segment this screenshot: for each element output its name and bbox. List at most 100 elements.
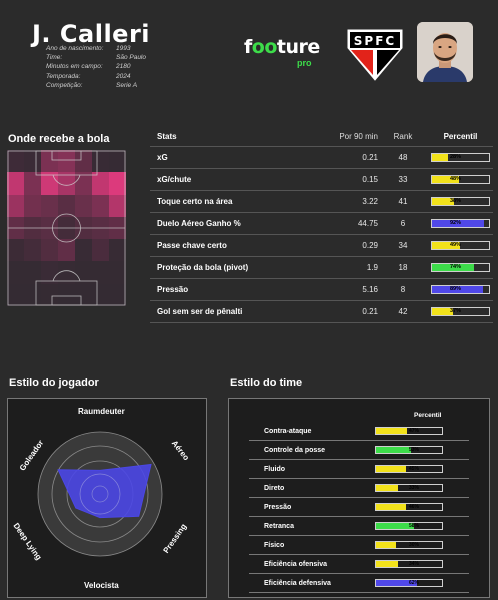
team-percentile-label: 30%: [409, 542, 420, 548]
team-percentile-label: 62%: [409, 580, 420, 586]
heatmap-cell: [109, 283, 126, 306]
stat-rank: 18: [398, 263, 408, 272]
stat-name: xG: [157, 153, 168, 162]
info-minutes: Minutos em campo: 2180: [46, 63, 131, 71]
stat-per90: 0.21: [362, 307, 378, 316]
stat-per90: 1.9: [366, 263, 378, 272]
team-percentile-label: 47%: [409, 428, 420, 434]
stats-row: xG 0.21 48 28%: [150, 147, 493, 169]
team-percentile-label: 46%: [409, 504, 420, 510]
radar-shape: [57, 463, 152, 519]
team-percentile-label: 34%: [409, 561, 420, 567]
percentile-bar: 49%: [431, 241, 490, 250]
stat-per90: 3.22: [362, 197, 378, 206]
stats-header: Stats Por 90 min Rank Percentil: [150, 127, 493, 147]
player-info: Ano de nascimento: 1993 Time: São Paulo Mi…: [46, 44, 146, 90]
stats-row: Passe chave certo 0.29 34 49%: [150, 235, 493, 257]
info-birth-year: Ano de nascimento: 1993: [46, 45, 131, 52]
heatmap-cell: [58, 283, 75, 306]
stat-name: Passe chave certo: [157, 241, 227, 250]
player-style-radar: Raumdeuter Aéreo Pressing Velocista Deep…: [7, 398, 207, 598]
footure-logo: footure: [244, 36, 320, 58]
axis-raumdeuter: Raumdeuter: [78, 407, 125, 416]
team-style-row: Eficiência ofensiva 34%: [249, 555, 469, 574]
stat-percentile: 28%: [428, 153, 493, 162]
heatmap-cell: [92, 239, 109, 262]
heatmap: [7, 150, 126, 306]
team-percentile-bar: 34%: [375, 560, 443, 568]
heatmap-cell: [7, 194, 24, 217]
team-style-title: Estilo do time: [230, 377, 303, 389]
stat-name: Gol sem ser de pênalti: [157, 307, 243, 316]
heatmap-cell: [58, 150, 75, 173]
heatmap-cell: [58, 261, 75, 284]
team-style-name: Eficiência defensiva: [264, 579, 331, 587]
team-percentile-label: 58%: [409, 523, 420, 529]
percentile-fill: [432, 220, 485, 227]
team-percentile-bar: 45%: [375, 465, 443, 473]
player-name: J. Calleri: [32, 20, 151, 48]
header-percentile: Percentil: [443, 132, 478, 141]
heatmap-cell: [24, 239, 41, 262]
stat-per90: 0.15: [362, 175, 378, 184]
team-percentile-fill: [376, 428, 408, 434]
percentile-fill: [432, 154, 448, 161]
heatmap-cell: [7, 150, 24, 173]
team-percentile-bar: 47%: [375, 427, 443, 435]
heatmap-cell: [75, 283, 92, 306]
team-style-row: Físico 30%: [249, 536, 469, 555]
heatmap-cell: [75, 239, 92, 262]
stat-rank: 41: [398, 197, 408, 206]
stat-per90: 5.16: [362, 285, 378, 294]
percentile-bar: 28%: [431, 153, 490, 162]
heatmap-cell: [75, 150, 92, 173]
team-percentile-fill: [376, 504, 407, 510]
percentile-label: 28%: [450, 154, 462, 160]
stat-name: Pressão: [157, 285, 189, 294]
heatmap-cell: [41, 239, 58, 262]
heatmap-cell: [58, 172, 75, 195]
heatmap-cell: [75, 194, 92, 217]
club-badge-icon: SPFC: [346, 28, 404, 87]
team-percentile-header: Percentil: [414, 412, 442, 419]
team-percentile-bar: 46%: [375, 503, 443, 511]
heatmap-cell: [24, 194, 41, 217]
stat-rank: 42: [398, 307, 408, 316]
axis-velocista: Velocista: [84, 581, 119, 590]
pitch-lines: [7, 150, 126, 306]
heatmap-cell: [41, 283, 58, 306]
team-percentile-fill: [376, 447, 411, 453]
info-team: Time: São Paulo: [46, 54, 146, 62]
team-percentile-bar: 53%: [375, 446, 443, 454]
team-percentile-fill: [376, 580, 417, 586]
team-style-row: Controle da posse 53%: [249, 441, 469, 460]
percentile-fill: [432, 176, 460, 183]
team-percentile-fill: [376, 523, 415, 529]
player-photo: [417, 22, 473, 82]
svg-text:SPFC: SPFC: [354, 34, 396, 48]
percentile-label: 48%: [450, 176, 462, 182]
team-style-row: Pressão 46%: [249, 498, 469, 517]
percentile-label: 89%: [450, 286, 462, 292]
team-percentile-bar: 30%: [375, 541, 443, 549]
heatmap-cell: [41, 150, 58, 173]
team-style-name: Direto: [264, 484, 285, 492]
stat-percentile: 48%: [428, 175, 493, 184]
stat-name: Duelo Aéreo Ganho %: [157, 219, 241, 228]
team-percentile-fill: [376, 485, 398, 491]
team-style-row: Contra-ataque 47%: [249, 422, 469, 441]
team-style-row: Eficiência defensiva 62%: [249, 574, 469, 593]
heatmap-cell: [24, 283, 41, 306]
team-style-name: Eficiência ofensiva: [264, 560, 328, 568]
stat-percentile: 38%: [428, 197, 493, 206]
stats-row: Gol sem ser de pênalti 0.21 42 37%: [150, 301, 493, 323]
percentile-fill: [432, 242, 460, 249]
team-percentile-fill: [376, 542, 396, 548]
heatmap-cell: [41, 194, 58, 217]
percentile-bar: 89%: [431, 285, 490, 294]
percentile-label: 74%: [450, 264, 462, 270]
stat-percentile: 92%: [428, 219, 493, 228]
heatmap-cell: [7, 239, 24, 262]
info-competition: Competição: Serie A: [46, 81, 138, 89]
player-style-title: Estilo do jogador: [9, 377, 99, 389]
